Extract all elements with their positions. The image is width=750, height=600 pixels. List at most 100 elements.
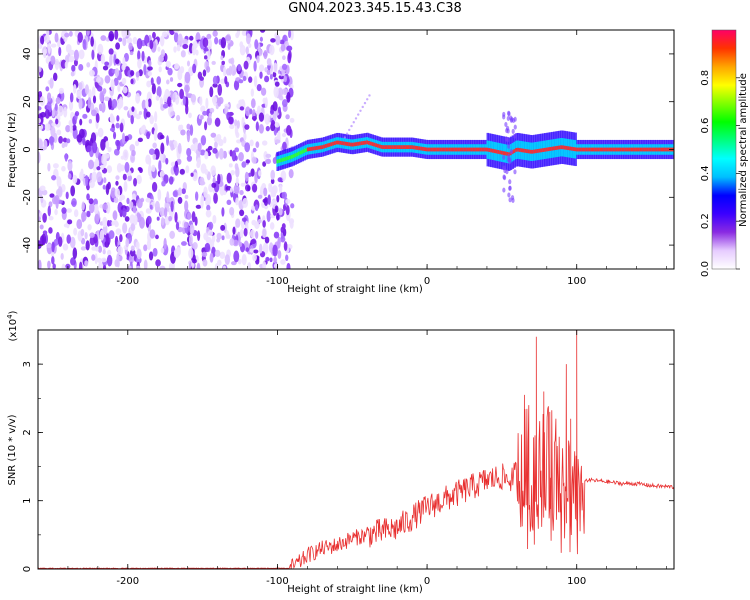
spectrogram-noise-blob — [286, 262, 291, 269]
spectrogram-noise-blob — [107, 97, 113, 110]
spectrogram-noise-blob — [84, 260, 89, 267]
spectrogram-noise-blob — [227, 42, 231, 51]
spectrogram-noise-blob — [55, 118, 59, 125]
spectrogram-noise-blob — [273, 62, 278, 73]
spectrogram-noise-blob — [86, 62, 91, 68]
spectrogram-noise-blob — [177, 82, 183, 88]
spectrogram-noise-blob — [239, 106, 245, 111]
spectrogram-ridge-core — [445, 147, 448, 152]
colorbar-tick-label: 0.2 — [700, 213, 711, 229]
spectrogram-noise-blob — [250, 88, 255, 97]
spectrogram-ridge-core — [520, 148, 524, 153]
spectrogram-noise-blob — [226, 172, 232, 184]
spectrogram-smear — [513, 133, 517, 139]
spectrogram-ridge-core — [278, 158, 281, 163]
spectrogram-ridge-core — [454, 147, 457, 152]
spectrogram-noise-blob — [281, 63, 288, 70]
spectrogram-noise-blob — [131, 149, 136, 157]
spectrogram-noise-blob — [273, 85, 279, 98]
spectrogram-noise-blob — [86, 30, 90, 36]
spectrogram-noise-blob — [156, 216, 160, 221]
spectrogram-noise-blob — [141, 50, 145, 62]
spectrogram-ridge-core — [434, 147, 437, 152]
spectrogram-ridge-core — [389, 145, 392, 150]
spectrogram-noise-blob — [55, 97, 61, 104]
spectrogram-ridge-core — [423, 147, 427, 152]
spectrogram-noise-blob — [46, 92, 52, 102]
spectrogram-y-tick-label: -20 — [22, 189, 33, 205]
spectrogram-ridge-core — [353, 142, 357, 147]
spectrogram-noise-blob — [149, 114, 155, 125]
spectrogram-noise-blob — [247, 185, 251, 192]
spectrogram-noise-blob — [95, 112, 100, 123]
spectrogram-ridge-core — [633, 147, 637, 152]
spectrogram-noise-blob — [51, 109, 55, 118]
spectrogram-streak — [343, 136, 346, 139]
spectrogram-noise-blob — [190, 144, 196, 152]
spectrogram-noise-blob — [230, 57, 235, 65]
spectrogram-smear — [506, 128, 510, 134]
spectrogram-noise-blob — [136, 174, 142, 185]
spectrogram-noise-blob — [189, 224, 195, 235]
spectrogram-noise-blob — [235, 176, 239, 186]
spectrogram-noise-blob — [277, 238, 281, 249]
spectrogram-noise-blob — [186, 147, 192, 157]
spectrogram-ridge-core — [542, 148, 545, 152]
spectrogram-noise-blob — [86, 193, 90, 201]
spectrogram-noise-blob — [281, 99, 288, 108]
spectrogram-noise-blob — [118, 37, 123, 42]
spectrogram-ridge-core — [662, 147, 665, 152]
spectrogram-smear — [507, 154, 511, 160]
snr-panel: -200 -100 0 100 0 1 2 3 Height of straight lin… — [6, 310, 675, 595]
spectrogram-noise-blob — [163, 237, 167, 250]
spectrogram-noise-blob — [237, 258, 242, 265]
spectrogram-noise-blob — [91, 171, 98, 183]
spectrogram-noise-blob — [160, 247, 165, 254]
spectrogram-noise-blob — [120, 155, 125, 160]
spectrogram-noise-blob — [167, 96, 172, 107]
spectrogram-noise-blob — [148, 148, 155, 155]
spectrogram-noise-blob — [43, 34, 50, 44]
spectrogram-noise-blob — [109, 115, 115, 124]
spectrogram-noise-blob — [207, 145, 213, 151]
spectrogram-noise-blob — [234, 163, 239, 170]
spectrogram-noise-blob — [289, 117, 295, 123]
spectrogram-ridge-core — [466, 147, 470, 152]
spectrogram-noise-blob — [261, 140, 268, 146]
spectrogram-noise-blob — [98, 152, 102, 164]
spectrogram-noise-blob — [121, 207, 127, 218]
spectrogram-noise-blob — [217, 173, 221, 185]
spectrogram-ridge-core — [576, 147, 579, 152]
spectrogram-ridge-core — [330, 142, 333, 147]
spectrogram-ridge-core — [319, 145, 322, 150]
spectrogram-noise-blob — [79, 118, 83, 126]
spectrogram-noise-blob — [112, 210, 118, 221]
spectrogram-noise-blob — [253, 249, 259, 254]
spectrogram-noise-blob — [56, 176, 62, 188]
spectrogram-noise-blob — [80, 228, 85, 237]
spectrogram-ridge-core — [315, 146, 319, 150]
spectrogram-noise-blob — [245, 46, 249, 55]
spectrogram-noise-blob — [61, 263, 66, 269]
spectrogram-noise-blob — [69, 236, 76, 249]
spectrogram-ridge-core — [405, 145, 409, 150]
spectrogram-noise-blob — [251, 183, 258, 193]
spectrogram-noise-blob — [250, 239, 257, 245]
spectrogram-noise-blob — [236, 30, 241, 37]
spectrogram-noise-blob — [269, 257, 273, 263]
spectrogram-noise-blob — [78, 97, 83, 110]
spectrogram-noise-blob — [85, 240, 90, 251]
spectrogram-ridge-core — [583, 147, 586, 152]
spectrogram-noise-blob — [214, 249, 221, 258]
spectrogram-noise-blob — [97, 257, 102, 263]
spectrogram-noise-blob — [187, 212, 192, 220]
spectrogram-noise-blob — [228, 163, 233, 168]
spectrogram-noise-blob — [88, 119, 93, 124]
spectrogram-noise-blob — [238, 99, 244, 105]
spectrogram-noise-blob — [274, 205, 279, 213]
spectrogram-noise-blob — [259, 243, 263, 254]
spectrogram-noise-blob — [43, 139, 48, 150]
colorbar-tick-label: 0.0 — [700, 261, 711, 277]
spectrogram-ridge-core — [371, 142, 375, 146]
